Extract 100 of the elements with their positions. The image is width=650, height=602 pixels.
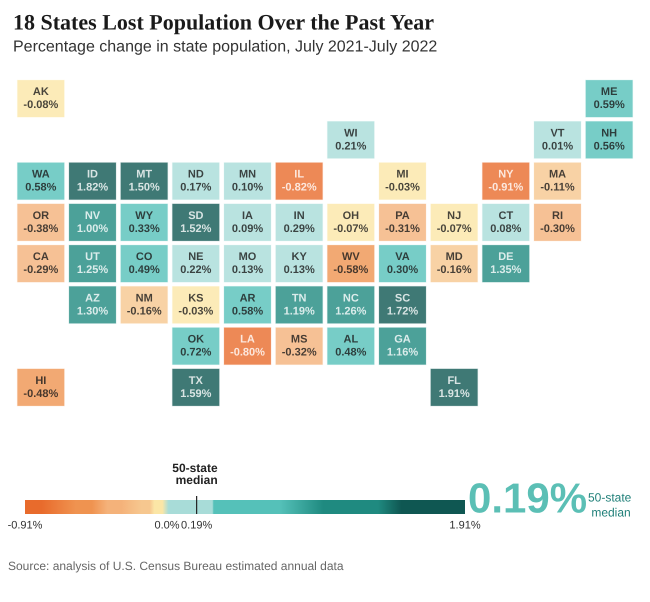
category-label: CT — [498, 210, 514, 222]
category-label: UT — [85, 251, 100, 264]
data-label: -0.58% — [333, 264, 368, 276]
data-label: 0.17% — [180, 182, 212, 194]
data-label: 1.91% — [438, 388, 470, 400]
data-label: -0.03% — [178, 305, 214, 318]
category-label: DE — [498, 251, 514, 264]
category-label: AZ — [85, 292, 100, 304]
data-label: -0.07% — [333, 222, 368, 235]
category-label: AR — [240, 292, 256, 304]
category-label: MT — [136, 168, 152, 181]
data-label: 0.21% — [335, 140, 367, 152]
category-label: IA — [242, 210, 254, 222]
category-label: OH — [342, 210, 360, 222]
category-label: VA — [395, 251, 410, 264]
category-label: WV — [342, 251, 360, 264]
data-label: -0.16% — [436, 264, 472, 276]
category-label: HI — [35, 374, 46, 387]
category-label: NE — [188, 251, 204, 264]
category-label: MA — [548, 168, 566, 181]
data-label: -0.16% — [126, 305, 162, 318]
text: Percentage change in state population, July 2021-July 2022 — [13, 38, 438, 56]
category-label: NC — [342, 292, 359, 304]
data-label: -0.32% — [282, 346, 317, 359]
category-label: GA — [394, 334, 411, 346]
data-label: 1.30% — [76, 305, 108, 318]
category-label: NJ — [447, 210, 462, 222]
category-label: CA — [32, 251, 49, 264]
data-label: 1.52% — [180, 222, 212, 235]
category-label: WI — [344, 127, 358, 140]
data-label: 0.08% — [490, 222, 522, 235]
data-label: 1.72% — [386, 305, 418, 318]
data-label: 1.25% — [76, 264, 108, 276]
data-label: -0.03% — [385, 182, 420, 194]
text: 0.19% — [181, 520, 212, 532]
data-label: 0.59% — [594, 99, 625, 112]
category-label: WY — [135, 210, 154, 222]
data-label: -0.80% — [230, 346, 266, 359]
data-label: 1.00% — [76, 222, 108, 235]
data-label: 0.49% — [128, 264, 160, 276]
category-label: AL — [343, 334, 358, 346]
category-label: RI — [552, 210, 563, 222]
category-label: NV — [84, 210, 101, 222]
category-label: IL — [294, 168, 304, 181]
category-label: NY — [498, 168, 514, 181]
data-label: -0.08% — [23, 99, 58, 112]
text: 50-state median — [172, 461, 221, 487]
category-label: AK — [32, 86, 49, 98]
data-label: 1.82% — [76, 182, 108, 194]
category-label: KS — [188, 292, 204, 304]
text: 18 States Lost Population Over the Past Year — [13, 10, 434, 34]
data-label: 0.22% — [180, 264, 212, 276]
category-label: IN — [294, 210, 305, 222]
data-label: 1.19% — [284, 305, 315, 318]
data-label: -0.29% — [23, 264, 58, 276]
category-label: NM — [136, 292, 153, 304]
data-label: 0.13% — [232, 264, 264, 276]
data-label: -0.91% — [488, 182, 524, 194]
category-label: SC — [394, 292, 410, 304]
category-label: MO — [238, 251, 257, 264]
data-label: 0.10% — [232, 182, 264, 194]
category-label: OR — [32, 210, 50, 222]
data-label: -0.38% — [23, 222, 58, 235]
data-label: 0.33% — [128, 222, 160, 235]
data-label: 0.58% — [25, 182, 57, 194]
data-label: 1.35% — [490, 264, 522, 276]
data-label: -0.48% — [23, 388, 58, 400]
category-label: TN — [292, 292, 307, 304]
data-label: 1.26% — [335, 305, 367, 318]
source-note: Source: analysis of U.S. Census Bureau estimated annual data — [8, 559, 344, 573]
category-label: FL — [447, 374, 462, 387]
data-label: 0.56% — [594, 140, 625, 152]
category-label: ID — [87, 168, 98, 181]
category-label: KY — [292, 251, 308, 264]
category-label: MS — [290, 334, 308, 346]
data-label: 1.50% — [128, 182, 160, 194]
category-label: ND — [188, 168, 204, 181]
category-label: TX — [188, 374, 204, 387]
text: 0.0% — [154, 520, 180, 532]
data-label: 0.29% — [284, 222, 315, 235]
category-label: NH — [601, 127, 618, 140]
category-label: SD — [188, 210, 204, 222]
text: -0.91% — [8, 520, 43, 532]
text: 1.91% — [449, 520, 481, 532]
data-label: 0.01% — [542, 140, 574, 152]
data-label: 1.59% — [180, 388, 212, 400]
category-label: VT — [550, 127, 565, 140]
text: 50-state median — [588, 490, 632, 520]
category-label: CO — [136, 251, 153, 264]
data-label: -0.11% — [540, 182, 575, 194]
data-label: 0.48% — [335, 346, 367, 359]
text: 0.19% — [468, 474, 588, 522]
data-label: 0.13% — [284, 264, 315, 276]
data-label: 1.16% — [386, 346, 418, 359]
data-label: 0.72% — [180, 346, 212, 359]
data-label: -0.82% — [282, 182, 317, 194]
data-label: 0.58% — [232, 305, 264, 318]
category-label: WA — [32, 168, 50, 181]
data-label: -0.30% — [540, 222, 576, 235]
category-label: LA — [240, 334, 255, 346]
